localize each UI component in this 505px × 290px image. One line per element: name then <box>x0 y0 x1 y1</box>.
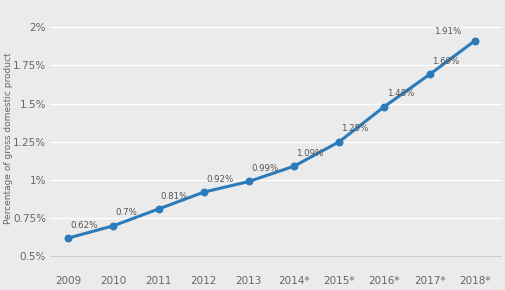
Point <box>109 224 117 228</box>
Text: 1.25%: 1.25% <box>341 124 368 133</box>
Point <box>380 104 388 109</box>
Text: 1.48%: 1.48% <box>386 89 413 98</box>
Text: 0.7%: 0.7% <box>116 209 137 218</box>
Point <box>470 39 478 43</box>
Text: 0.99%: 0.99% <box>250 164 278 173</box>
Point <box>334 139 342 144</box>
Point <box>199 190 208 195</box>
Text: 1.09%: 1.09% <box>296 149 323 158</box>
Point <box>154 207 162 211</box>
Point <box>244 179 252 184</box>
Text: 1.69%: 1.69% <box>431 57 458 66</box>
Text: 1.91%: 1.91% <box>433 27 461 36</box>
Point <box>289 164 297 168</box>
Point <box>425 72 433 77</box>
Text: 0.62%: 0.62% <box>70 221 97 230</box>
Point <box>64 236 72 240</box>
Y-axis label: Percentage of gross domestic product: Percentage of gross domestic product <box>4 52 13 224</box>
Text: 0.92%: 0.92% <box>206 175 233 184</box>
Text: 0.81%: 0.81% <box>161 192 188 201</box>
